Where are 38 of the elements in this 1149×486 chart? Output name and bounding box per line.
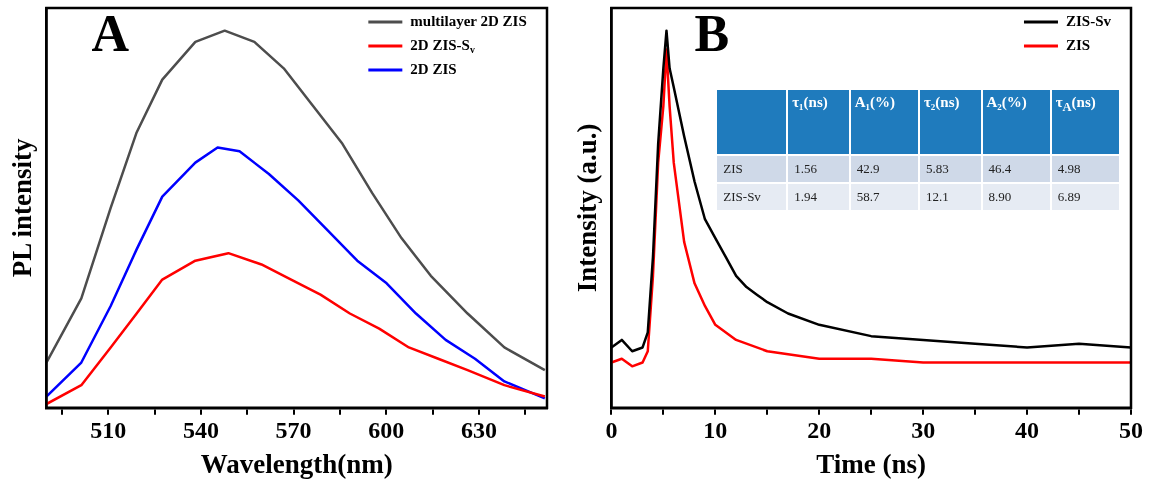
annotation: 6.89: [1051, 183, 1119, 210]
legend-label: ZIS-Sv: [1065, 12, 1112, 29]
chart-title: A: [91, 5, 130, 63]
annotation: τ$_{A}$(ns): [1051, 89, 1119, 154]
annotation: 12.1: [919, 183, 981, 210]
annotation: ZIS: [717, 155, 787, 182]
annotation: τ₂(ns): [919, 89, 981, 154]
annotation: 8.90: [982, 183, 1050, 210]
x-tick-label: 540: [182, 417, 219, 444]
x-tick-label: 10: [703, 417, 728, 444]
x-axis-title: Wavelength(nm): [200, 448, 393, 479]
x-tick-label: 40: [1015, 417, 1040, 444]
y-axis-title: Intensity (a.u.): [572, 123, 603, 293]
legend-label: multilayer 2D ZIS: [410, 12, 527, 29]
y-axis-title: PL intensity: [7, 138, 38, 278]
annotation: 1.56: [788, 155, 849, 182]
annotation: 42.9: [850, 155, 918, 182]
legend-label: ZIS: [1065, 36, 1091, 53]
annotation: 58.7: [850, 183, 918, 210]
x-tick-label: 510: [90, 417, 127, 444]
annotation: ZIS-Sv: [717, 183, 787, 210]
legend-label: 2D ZIS: [410, 60, 457, 77]
x-tick-label: 570: [275, 417, 312, 444]
x-tick-label: 600: [368, 417, 405, 444]
annotation: 5.83: [919, 155, 981, 182]
annotation: τ₁(ns): [788, 89, 849, 154]
x-tick-label: 20: [807, 417, 832, 444]
annotation: A₁(%): [850, 89, 918, 154]
annotation: 4.98: [1051, 155, 1119, 182]
x-tick-label: 0: [605, 417, 618, 444]
annotation: 46.4: [982, 155, 1050, 182]
x-axis-title: Time (ns): [816, 448, 927, 479]
x-tick-label: 50: [1119, 417, 1143, 444]
x-tick-label: 630: [461, 417, 498, 444]
chart-title: B: [694, 5, 730, 63]
annotation: A₂(%): [982, 89, 1050, 154]
x-tick-label: 30: [911, 417, 936, 444]
annotation: 1.94: [788, 183, 849, 210]
